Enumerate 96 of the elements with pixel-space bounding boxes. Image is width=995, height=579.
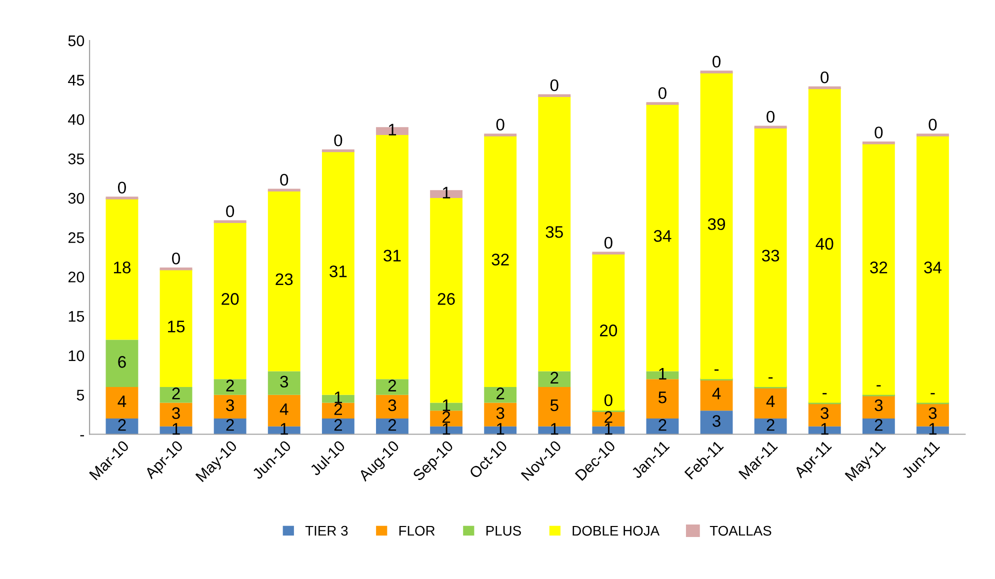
legend-label: PLUS: [486, 526, 521, 536]
data-label: 20: [600, 324, 618, 336]
data-label: 0: [820, 72, 829, 84]
data-label: 0: [712, 56, 721, 68]
data-label: 3: [874, 399, 883, 412]
data-label: 31: [330, 265, 347, 278]
data-label: 26: [438, 293, 455, 305]
data-label: 15: [168, 320, 185, 332]
data-label: 0: [766, 110, 775, 123]
data-label: 4: [712, 388, 721, 400]
data-label: 0: [658, 87, 666, 100]
data-label: 1: [334, 392, 342, 404]
y-tick-label: 15: [68, 311, 84, 322]
y-tick-label: 25: [68, 232, 84, 244]
y-tick-label: 20: [68, 272, 84, 282]
data-label: 5: [550, 400, 558, 412]
y-tick-label: 50: [68, 35, 84, 46]
data-label: -: [876, 385, 881, 386]
data-label: 2: [604, 411, 612, 423]
data-label: 3: [280, 376, 288, 388]
data-label: 5: [658, 392, 666, 404]
data-label: 40: [816, 238, 834, 250]
data-label: 0: [280, 174, 288, 186]
data-label: 0: [226, 205, 234, 218]
legend-label: TOALLAS: [710, 526, 772, 536]
data-label: 2: [118, 419, 126, 431]
y-tick-label: 40: [68, 114, 84, 125]
data-label: 2: [226, 380, 234, 392]
data-label: -: [714, 369, 719, 371]
data-label: 1: [442, 186, 450, 198]
data-label: 1: [659, 368, 666, 380]
y-tick-label: 35: [68, 154, 84, 164]
data-label: 18: [114, 262, 131, 274]
data-label: 1: [172, 423, 180, 435]
data-label: 1: [280, 423, 288, 435]
data-label: 1: [496, 423, 504, 435]
legend-label: FLOR: [399, 526, 435, 536]
data-label: 0: [604, 394, 612, 406]
y-tick-label: -: [80, 435, 84, 436]
data-label: 2: [172, 388, 180, 400]
data-label: 1: [442, 423, 450, 435]
data-label: 2: [226, 419, 234, 431]
data-label: 3: [172, 407, 180, 420]
data-label: -: [930, 393, 935, 394]
data-label: -: [822, 393, 827, 394]
data-label: 3: [928, 407, 937, 420]
data-label: 0: [928, 118, 937, 131]
data-label: 3: [496, 407, 504, 420]
data-label: 34: [924, 262, 942, 274]
data-label: 0: [118, 182, 126, 194]
y-tick-label: 10: [68, 350, 84, 362]
data-label: 1: [605, 423, 612, 435]
data-label: 1: [929, 423, 937, 435]
data-label: 4: [766, 396, 775, 408]
data-label: 23: [276, 273, 293, 286]
data-label: 2: [874, 419, 882, 431]
legend-label: TIER 3: [305, 526, 348, 536]
data-label: 1: [551, 423, 558, 435]
data-label: 33: [762, 250, 780, 262]
data-label: 2: [388, 419, 396, 431]
data-label: 0: [334, 134, 342, 146]
data-label: 0: [604, 236, 612, 249]
data-label: 2: [442, 411, 450, 423]
data-label: 0: [496, 118, 504, 131]
data-label: 0: [172, 252, 180, 264]
data-label: 0: [874, 126, 883, 138]
data-label: 2: [388, 380, 396, 392]
data-label: 2: [334, 403, 342, 415]
data-label: 32: [492, 254, 509, 266]
data-label: 20: [222, 293, 239, 305]
data-label: 1: [821, 423, 828, 435]
data-label: 34: [654, 230, 672, 242]
data-label: 3: [712, 415, 720, 427]
data-label: 6: [118, 356, 126, 368]
data-label: 31: [384, 250, 401, 262]
data-label: 1: [442, 400, 450, 411]
data-label: 2: [334, 419, 342, 431]
data-label: 32: [870, 262, 888, 274]
data-label: 2: [496, 388, 504, 400]
data-label: 1: [388, 124, 396, 136]
data-label: 35: [546, 226, 563, 238]
data-label: 3: [388, 399, 396, 412]
legend-label: DOBLE HOJA: [572, 526, 660, 536]
data-label: 3: [226, 399, 234, 412]
data-label: -: [768, 377, 773, 379]
data-label: 2: [766, 419, 774, 431]
data-label: 39: [708, 218, 726, 230]
y-tick-label: 45: [68, 74, 84, 86]
data-label: 4: [280, 403, 288, 415]
y-tick-label: 30: [68, 192, 84, 204]
y-tick-label: 5: [76, 390, 84, 401]
data-label: 0: [550, 79, 558, 92]
data-label: 2: [658, 419, 666, 431]
data-label: 3: [820, 407, 829, 420]
data-label: 4: [118, 396, 126, 408]
data-label: 2: [550, 372, 558, 384]
